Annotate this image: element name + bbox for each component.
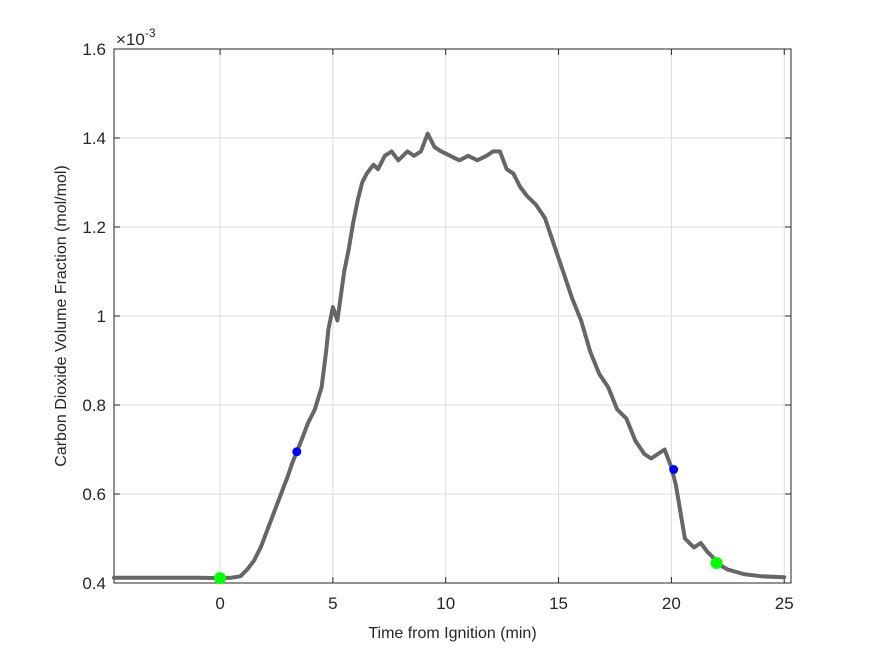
y-tick-label: 0.6 [82, 485, 106, 504]
x-tick-label: 0 [215, 594, 224, 613]
event-markers [214, 447, 723, 585]
x-axis-tick-labels: 0 5 10 15 20 25 [215, 594, 793, 613]
blue-fall-marker [669, 465, 679, 475]
x-axis-label: Time from Ignition (min) [368, 625, 536, 642]
y-axis-tick-labels: 0.4 0.6 0.8 1 1.2 1.4 1.6 [82, 40, 106, 593]
y-tick-label: 0.4 [82, 574, 106, 593]
y-axis-label: Carbon Dioxide Volume Fraction (mol/mol) [53, 165, 70, 466]
x-tick-label: 25 [775, 594, 794, 613]
grid-lines [114, 49, 791, 583]
y-tick-label: 0.8 [82, 396, 106, 415]
x-tick-label: 10 [436, 594, 455, 613]
co2-series-line [112, 131, 787, 581]
start-green-marker [214, 572, 227, 585]
x-tick-label: 15 [549, 594, 568, 613]
y-tick-label: 1.6 [82, 40, 106, 59]
blue-rise-marker [292, 447, 302, 457]
y-tick-label: 1 [97, 307, 106, 326]
x-tick-label: 5 [328, 594, 337, 613]
x-tick-label: 20 [662, 594, 681, 613]
end-green-marker [710, 556, 723, 569]
y-exponent-label: ×10-3 [116, 26, 156, 49]
y-exponent-power: -3 [145, 26, 156, 40]
y-tick-label: 1.2 [82, 218, 106, 237]
y-exponent-base: ×10 [116, 30, 145, 49]
y-tick-label: 1.4 [82, 129, 106, 148]
